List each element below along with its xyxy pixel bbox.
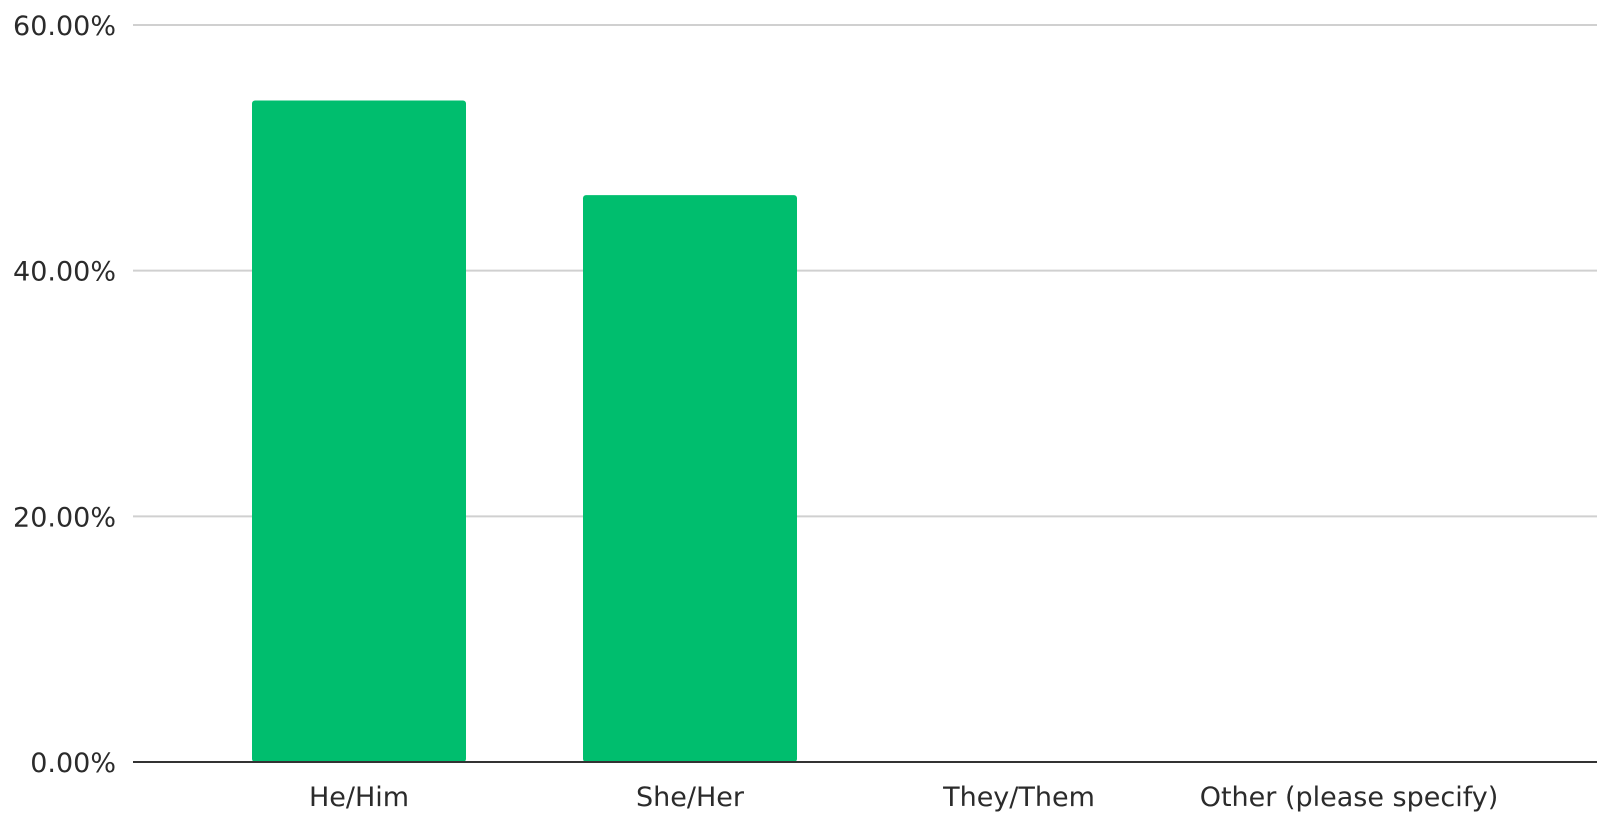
y-tick-label: 40.00% (13, 257, 116, 288)
y-tick-label: 0.00% (30, 748, 116, 779)
bars (252, 100, 797, 763)
x-axis-tick-labels: He/Him She/Her They/Them Other (please spec… (309, 782, 1498, 813)
y-axis-tick-labels: 0.00% 20.00% 40.00% 60.00% (13, 11, 116, 779)
x-tick-label: Other (please specify) (1200, 782, 1499, 813)
x-tick-label: He/Him (309, 782, 409, 813)
bar-he-him (252, 100, 466, 763)
x-tick-label: They/Them (942, 782, 1095, 813)
bar-she-her (583, 195, 797, 763)
y-tick-label: 60.00% (13, 11, 116, 42)
y-tick-label: 20.00% (13, 502, 116, 533)
x-tick-label: She/Her (636, 782, 745, 813)
